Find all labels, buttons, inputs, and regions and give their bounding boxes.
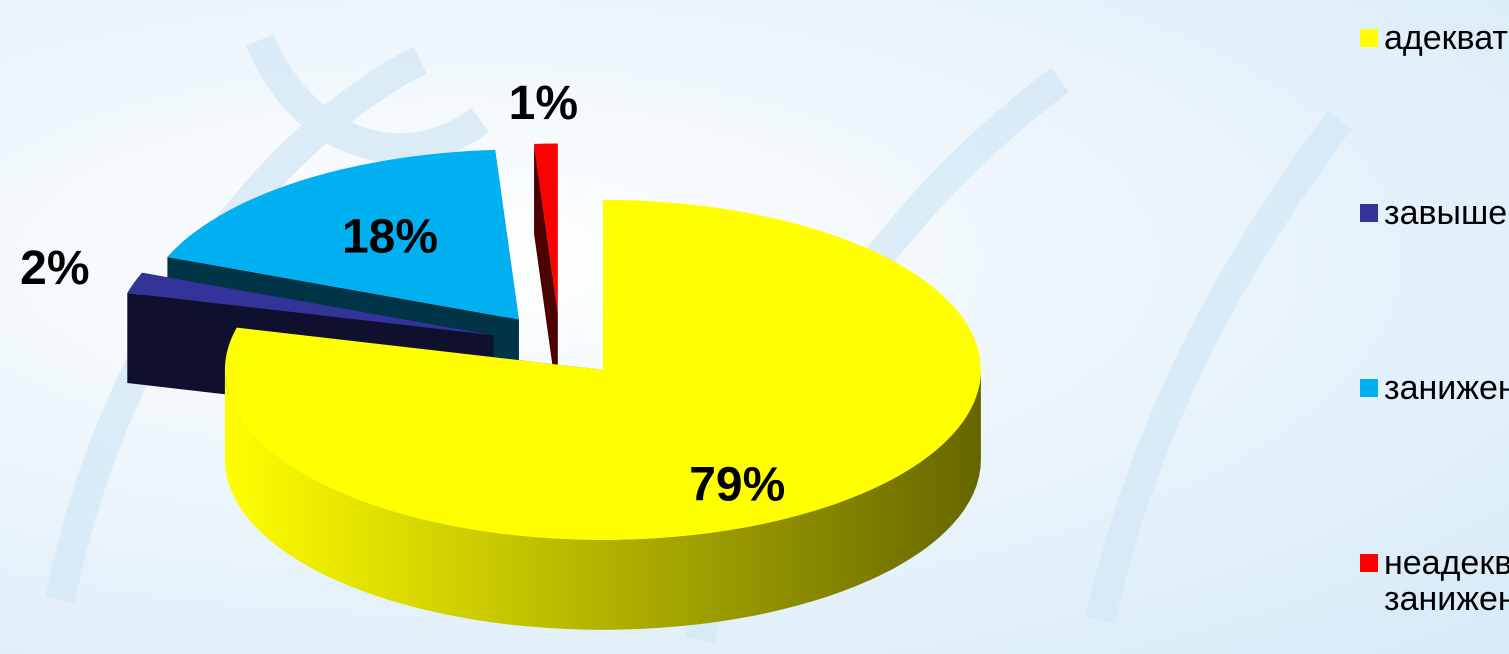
legend-swatch bbox=[1360, 554, 1378, 572]
legend-label: неадекватно заниженная bbox=[1384, 545, 1509, 617]
legend-item: завышенная bbox=[1360, 195, 1509, 231]
data-label: 79% bbox=[689, 458, 785, 511]
data-label: 18% bbox=[342, 210, 438, 263]
data-label: 2% bbox=[20, 242, 89, 295]
legend-swatch bbox=[1360, 204, 1378, 222]
legend-swatch bbox=[1360, 379, 1378, 397]
legend-label: завышенная bbox=[1384, 195, 1509, 231]
legend-label: заниженная bbox=[1384, 370, 1509, 406]
legend-label: адекватная bbox=[1384, 20, 1509, 56]
legend-item: адекватная bbox=[1360, 20, 1509, 56]
data-label: 1% bbox=[509, 77, 578, 130]
page: 79% 2% 18% 1% адекватная завышенная заниженна… bbox=[0, 0, 1509, 654]
legend-item: неадекватно заниженная bbox=[1360, 545, 1509, 617]
legend-item: заниженная bbox=[1360, 370, 1509, 406]
legend-swatch bbox=[1360, 29, 1378, 47]
swirl bbox=[1100, 120, 1340, 620]
chart: 79% 2% 18% 1% bbox=[0, 0, 1509, 654]
